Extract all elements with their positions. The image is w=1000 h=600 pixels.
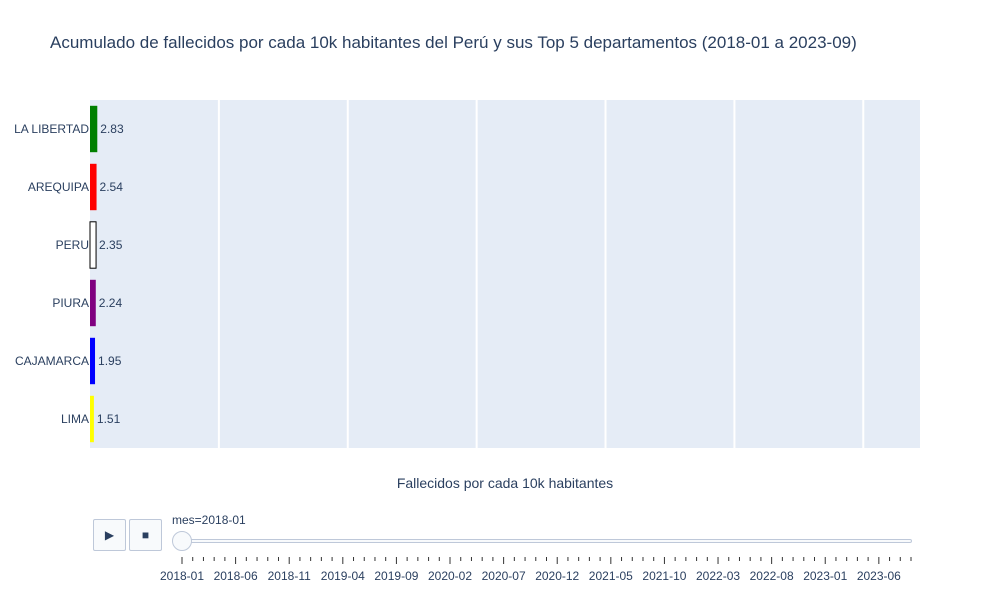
data-label: 1.51 xyxy=(97,412,121,426)
stop-button[interactable]: ■ xyxy=(129,519,162,551)
plot-area xyxy=(90,100,920,448)
y-tick-label: CAJAMARCA xyxy=(15,354,89,368)
data-label: 2.83 xyxy=(100,122,124,136)
data-label: 2.54 xyxy=(100,180,124,194)
slider-tick-label: 2021-05 xyxy=(589,569,633,583)
bar-cajamarca xyxy=(90,337,96,385)
slider-handle[interactable] xyxy=(172,531,192,551)
y-tick-label: LA LIBERTAD xyxy=(14,122,89,136)
slider-tick-label: 2021-10 xyxy=(642,569,686,583)
slider-tick-label: 2019-04 xyxy=(321,569,365,583)
slider-tick-label: 2023-01 xyxy=(803,569,847,583)
slider-tick-label: 2019-09 xyxy=(374,569,418,583)
data-label: 2.24 xyxy=(99,296,123,310)
y-tick-label: PERU xyxy=(56,238,89,252)
bar-piura xyxy=(90,279,96,327)
slider-tick-label: 2020-07 xyxy=(482,569,526,583)
y-tick-label: PIURA xyxy=(52,296,89,310)
slider-tick-label: 2020-02 xyxy=(428,569,472,583)
play-icon: ▶ xyxy=(104,528,115,542)
slider-tick-label: 2020-12 xyxy=(535,569,579,583)
bar-arequipa xyxy=(90,163,97,211)
play-button[interactable]: ▶ xyxy=(93,519,126,551)
bar-peru xyxy=(89,221,97,269)
bar-la-libertad xyxy=(90,105,98,153)
slider-tick-label: 2022-03 xyxy=(696,569,740,583)
slider-tick-label: 2018-11 xyxy=(268,569,311,583)
slider-tick-label: 2022-08 xyxy=(750,569,794,583)
slider-tick-label: 2018-06 xyxy=(214,569,258,583)
data-label: 1.95 xyxy=(98,354,122,368)
chart-title: Acumulado de fallecidos por cada 10k hab… xyxy=(50,33,857,52)
slider-tick-label: 2023-06 xyxy=(857,569,901,583)
slider-tick-label: 2018-01 xyxy=(160,569,204,583)
data-label: 2.35 xyxy=(99,238,123,252)
stop-icon: ■ xyxy=(141,528,150,542)
y-tick-label: LIMA xyxy=(61,412,89,426)
slider-current-label: mes=2018-01 xyxy=(172,513,246,527)
y-tick-label: AREQUIPA xyxy=(28,180,89,194)
bar-lima xyxy=(90,395,94,443)
x-axis-title: Fallecidos por cada 10k habitantes xyxy=(396,475,614,491)
